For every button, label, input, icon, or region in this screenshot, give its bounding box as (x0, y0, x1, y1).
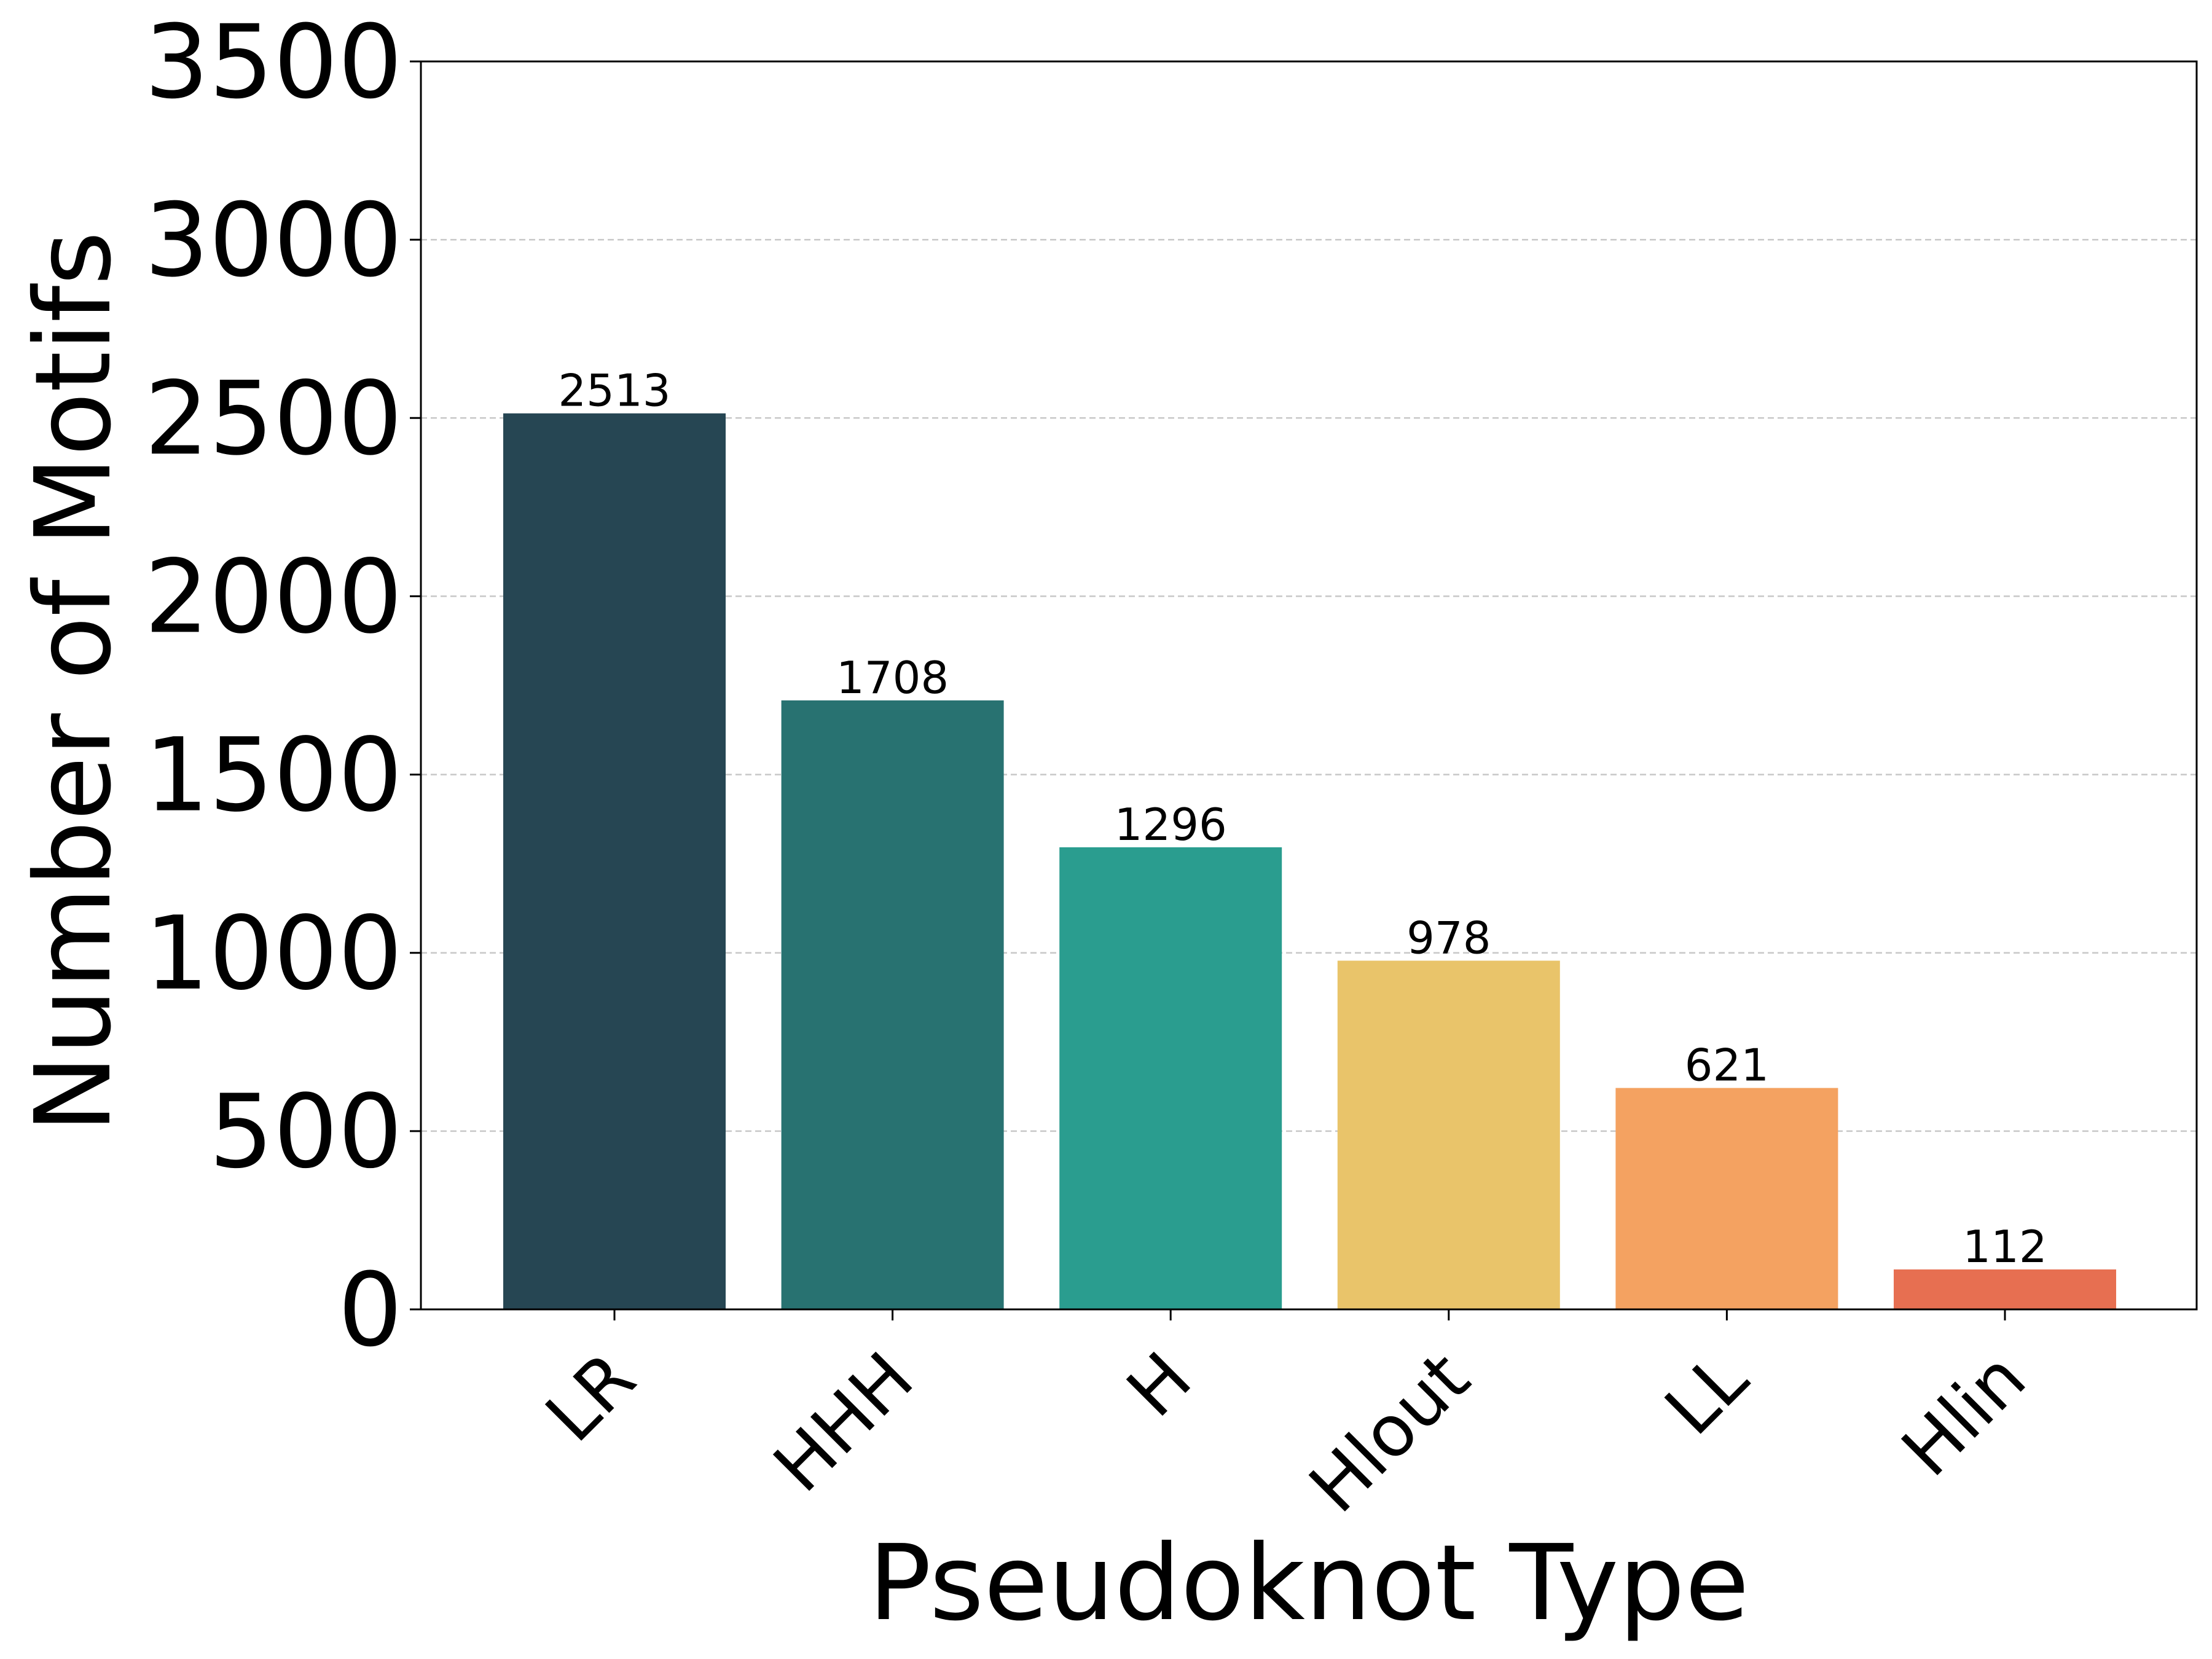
y-tick-label: 1500 (144, 716, 402, 834)
plot-frame (420, 60, 2198, 1311)
data-label-ll: 621 (1685, 1040, 1769, 1091)
y-tick-label: 3000 (144, 181, 402, 299)
x-tick-label-lr: LR (530, 1337, 651, 1458)
bar-h (1059, 847, 1282, 1309)
y-tick-label: 500 (209, 1073, 402, 1191)
x-tick-label-h: H (1112, 1337, 1207, 1433)
bar-hlin (1894, 1269, 2116, 1309)
x-tick-label-hhh: HHH (758, 1337, 929, 1508)
axes (420, 60, 2198, 1311)
data-label-hhh: 1708 (836, 652, 949, 704)
y-tick-label: 3500 (144, 3, 402, 121)
y-axis-title: Number of Motifs (13, 231, 135, 1133)
bar-ll (1615, 1088, 1838, 1309)
bar-hhh (781, 700, 1004, 1309)
data-label-h: 1296 (1115, 799, 1227, 850)
bars (503, 413, 2116, 1310)
x-axis-title: Pseudoknot Type (868, 1523, 1749, 1644)
x-tick-label-hlout: Hlout (1294, 1337, 1486, 1529)
bar-hlout (1337, 960, 1560, 1309)
y-axis-ticks: 0 500 1000 1500 2000 2500 3000 3500 (144, 3, 421, 1369)
y-tick-label: 2500 (144, 359, 402, 477)
data-labels: 2513 1708 1296 978 621 112 (558, 365, 2047, 1273)
data-label-hlout: 978 (1406, 912, 1491, 963)
y-tick-label: 2000 (144, 538, 402, 656)
x-tick-label-ll: LL (1650, 1337, 1763, 1451)
bar-lr (503, 413, 726, 1310)
data-label-hlin: 112 (1963, 1221, 2047, 1273)
x-tick-label-hlin: Hlin (1886, 1337, 2042, 1492)
data-label-lr: 2513 (558, 365, 670, 417)
y-tick-label: 0 (338, 1251, 402, 1369)
x-axis-ticks: LR HHH H Hlout LL Hlin (530, 1309, 2042, 1529)
y-tick-label: 1000 (144, 895, 402, 1013)
